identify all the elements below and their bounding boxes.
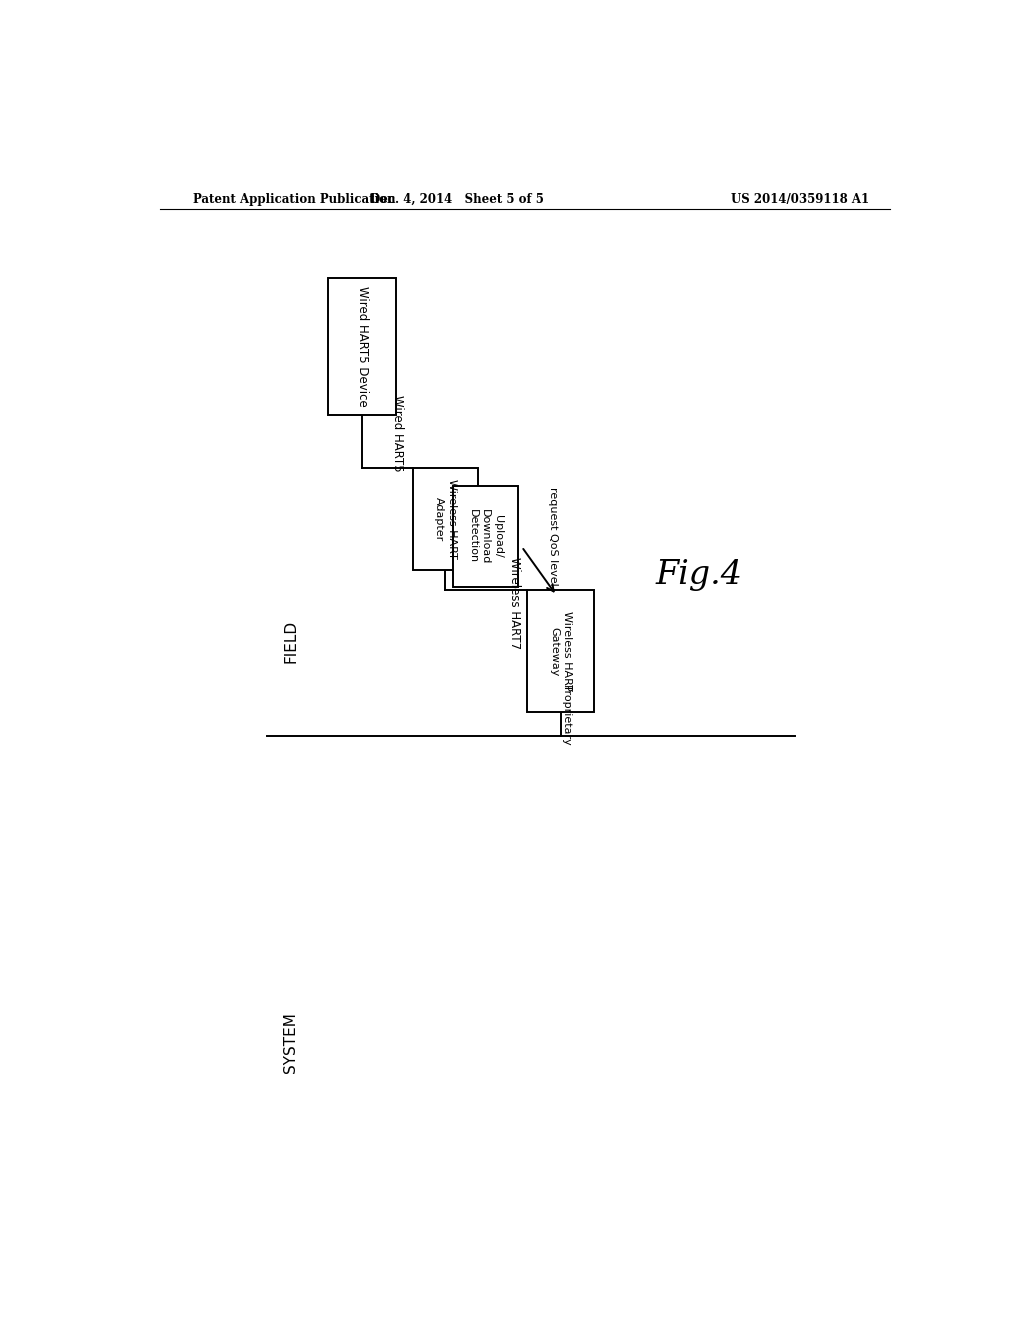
Text: request QoS level: request QoS level bbox=[548, 487, 558, 586]
Text: Wired HART5 Device: Wired HART5 Device bbox=[355, 286, 369, 407]
Text: Dec. 4, 2014   Sheet 5 of 5: Dec. 4, 2014 Sheet 5 of 5 bbox=[371, 193, 545, 206]
Bar bbox=[453, 486, 518, 587]
Text: US 2014/0359118 A1: US 2014/0359118 A1 bbox=[731, 193, 869, 206]
Text: FIELD: FIELD bbox=[284, 619, 298, 663]
Text: SYSTEM: SYSTEM bbox=[284, 1012, 298, 1073]
Bar bbox=[413, 469, 478, 570]
Bar bbox=[526, 590, 594, 713]
Text: Proprietary: Proprietary bbox=[560, 685, 570, 746]
Text: Patent Application Publication: Patent Application Publication bbox=[194, 193, 395, 206]
Text: Wired HART5: Wired HART5 bbox=[391, 395, 404, 471]
Text: Wireless HART
Gateway: Wireless HART Gateway bbox=[549, 611, 571, 692]
Text: Wireless HART7: Wireless HART7 bbox=[508, 557, 521, 648]
Bar bbox=[329, 277, 396, 414]
Text: Upload/
Download
Detection: Upload/ Download Detection bbox=[468, 508, 503, 564]
Text: Fig.4: Fig.4 bbox=[656, 560, 742, 591]
Text: Wireless HART
Adapter: Wireless HART Adapter bbox=[434, 479, 457, 560]
